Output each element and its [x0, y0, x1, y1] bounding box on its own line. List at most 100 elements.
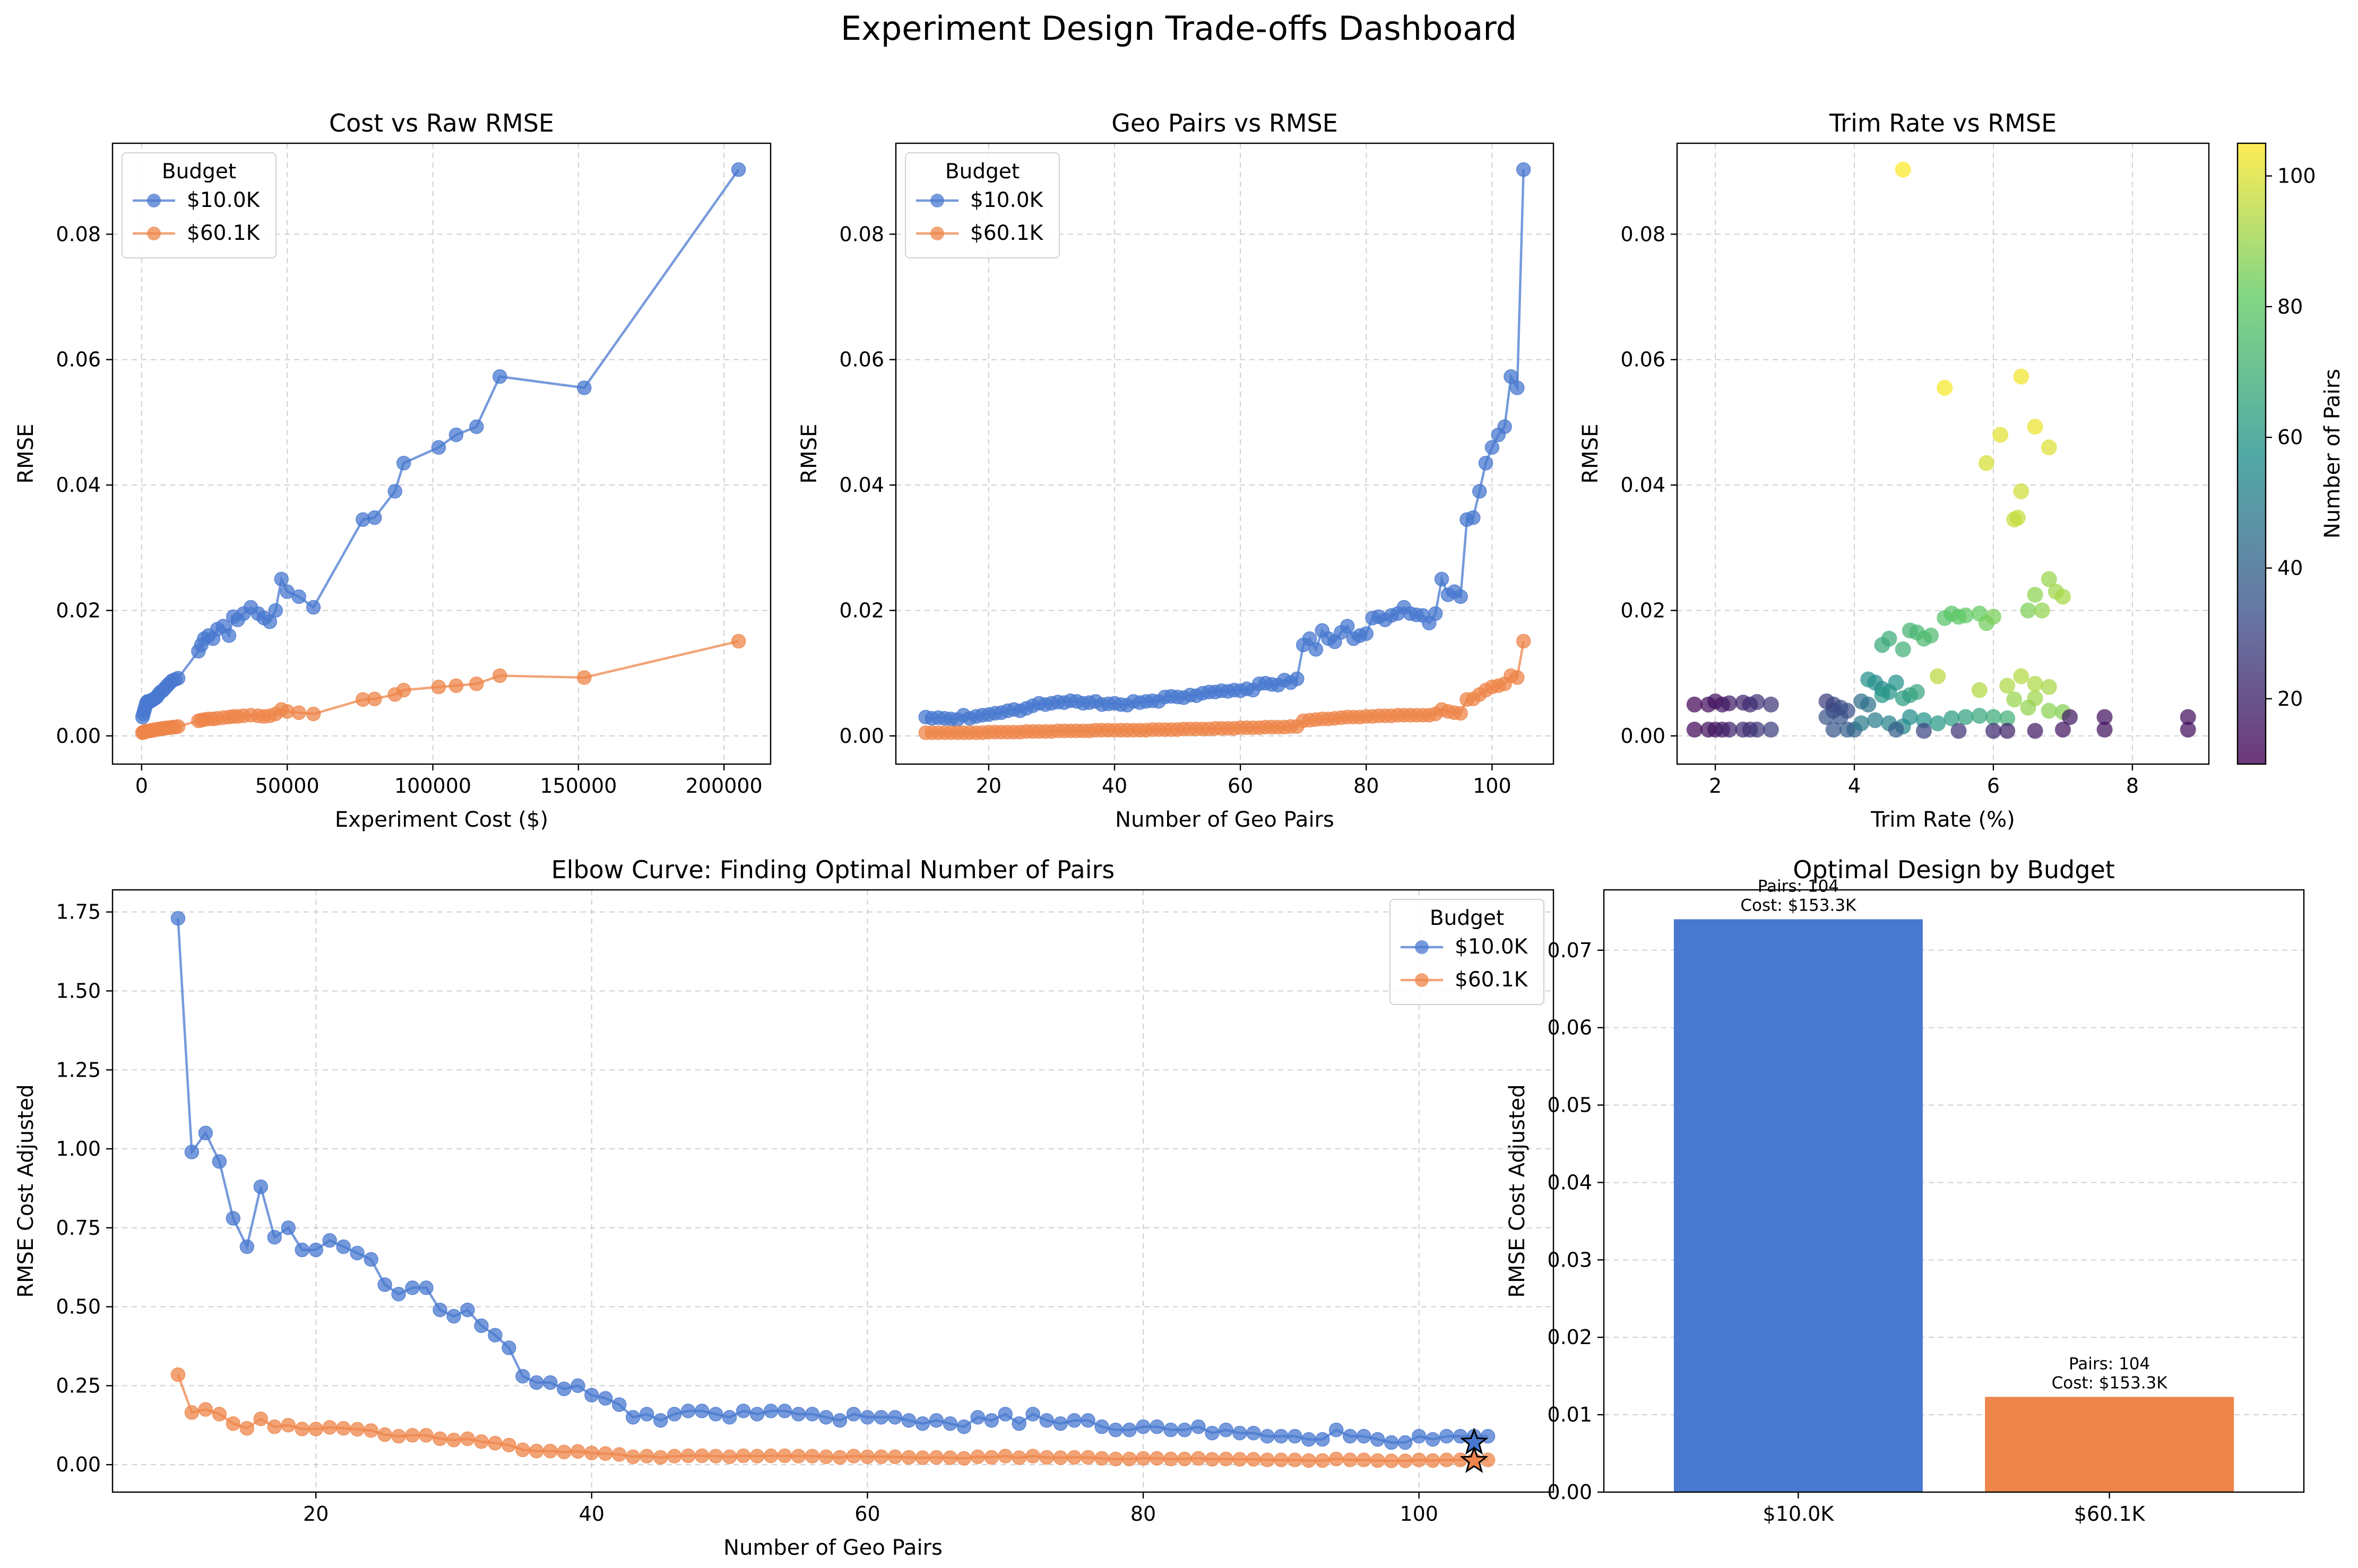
- data-point: [1357, 1452, 1371, 1468]
- x-tick-label: 100: [1473, 774, 1511, 798]
- y-tick-label: 0.08: [1620, 222, 1665, 246]
- data-point: [901, 1450, 917, 1465]
- data-point: [281, 1220, 296, 1235]
- data-point: [584, 1388, 599, 1403]
- data-point: [846, 1407, 861, 1422]
- data-point: [805, 1449, 820, 1463]
- data-point: [1497, 419, 1512, 434]
- data-point: [502, 1340, 516, 1355]
- data-point: [1478, 455, 1493, 471]
- data-point: [818, 1410, 834, 1425]
- data-point: [874, 1410, 889, 1425]
- legend-label: $10.0K: [970, 188, 1044, 212]
- data-point: [1453, 706, 1468, 721]
- data-point: [387, 484, 402, 499]
- data-point: [1191, 1451, 1206, 1466]
- series-budget-60k: [918, 634, 1531, 740]
- x-tick-label: 20: [976, 774, 1001, 798]
- data-point: [1163, 1423, 1178, 1437]
- data-point: [322, 1233, 337, 1248]
- scatter-point: [1944, 710, 1960, 726]
- y-tick-label: 0.04: [1620, 473, 1665, 497]
- legend-marker: [1415, 973, 1429, 987]
- data-point: [433, 1302, 447, 1318]
- data-point: [460, 1431, 475, 1446]
- bar: [1673, 919, 1923, 1492]
- data-point: [212, 1407, 227, 1422]
- data-point: [970, 1410, 986, 1425]
- data-point: [226, 1416, 241, 1431]
- x-tick-label: 100: [1400, 1502, 1438, 1526]
- data-point: [1343, 1452, 1358, 1468]
- data-point: [736, 1448, 751, 1463]
- data-point: [1219, 1451, 1233, 1467]
- data-point: [364, 1423, 378, 1438]
- scatter-point: [1999, 678, 2016, 694]
- data-point: [1205, 1452, 1220, 1467]
- data-point: [1370, 1432, 1385, 1447]
- y-tick-label: 0.02: [1547, 1326, 1592, 1349]
- data-point: [791, 1449, 806, 1463]
- x-axis-label: Trim Rate (%): [1870, 808, 2015, 832]
- data-point: [943, 1416, 958, 1431]
- data-point: [1340, 619, 1355, 634]
- scatter-point: [1749, 722, 1765, 738]
- data-point: [1343, 1428, 1358, 1444]
- data-point: [433, 1431, 447, 1446]
- data-point: [557, 1444, 572, 1460]
- scatter-point: [2020, 699, 2036, 716]
- data-point: [1434, 571, 1449, 587]
- y-axis-label: RMSE: [797, 424, 822, 484]
- data-point: [1288, 1428, 1302, 1444]
- y-tick-label: 0.00: [1547, 1480, 1592, 1504]
- data-point: [239, 1421, 255, 1436]
- data-point: [846, 1449, 861, 1463]
- data-point: [308, 1242, 323, 1258]
- data-point: [1411, 1452, 1427, 1468]
- y-tick-label: 0.07: [1547, 939, 1592, 962]
- y-tick-label: 1.50: [56, 979, 101, 1002]
- x-tick-label: 100000: [394, 774, 471, 798]
- elbow-curve-panel: 20 40 60 80 100 0.00 0.25 0.50 0.75 1.00 1.25 1.50 1…: [14, 855, 1554, 1560]
- scatter-point: [1985, 709, 2001, 725]
- data-point: [492, 668, 507, 683]
- data-point: [184, 1145, 200, 1159]
- scatter-point: [2041, 703, 2057, 719]
- data-point: [1122, 1451, 1137, 1467]
- data-point: [1081, 1450, 1095, 1465]
- data-point: [749, 1449, 765, 1463]
- data-point: [1439, 1428, 1454, 1444]
- y-tick-label: 0.02: [1620, 599, 1665, 622]
- scatter-point: [1895, 161, 1911, 178]
- data-point: [598, 1391, 613, 1406]
- data-point: [1315, 1453, 1330, 1468]
- data-point: [571, 1378, 585, 1393]
- scatter-point: [2027, 586, 2043, 603]
- panel-title: Trim Rate vs RMSE: [1829, 109, 2057, 137]
- data-point: [322, 1420, 337, 1435]
- y-tick-label: 0.08: [839, 222, 884, 246]
- data-point: [667, 1407, 682, 1422]
- data-point: [1205, 1425, 1220, 1441]
- scatter-point: [1860, 696, 1877, 713]
- y-tick-label: 1.00: [56, 1137, 101, 1160]
- data-point: [694, 1448, 710, 1463]
- data-point: [749, 1407, 765, 1422]
- scatter-point: [2027, 723, 2043, 739]
- series-budget-10k: [170, 911, 1496, 1450]
- scatter-point: [1818, 709, 1835, 725]
- data-point: [469, 419, 484, 434]
- data-point: [956, 1451, 972, 1466]
- scatter-point: [1923, 627, 1939, 644]
- scatter-point: [1908, 684, 1925, 700]
- y-tick-label: 0.50: [56, 1295, 101, 1319]
- data-point: [396, 682, 411, 698]
- data-point: [474, 1318, 489, 1333]
- data-point: [577, 670, 592, 685]
- scatter-point: [1686, 696, 1703, 713]
- y-axis-label: RMSE: [14, 424, 38, 484]
- data-point: [306, 706, 321, 722]
- scatter-point: [1874, 687, 1890, 703]
- scatter-point: [1971, 682, 1988, 698]
